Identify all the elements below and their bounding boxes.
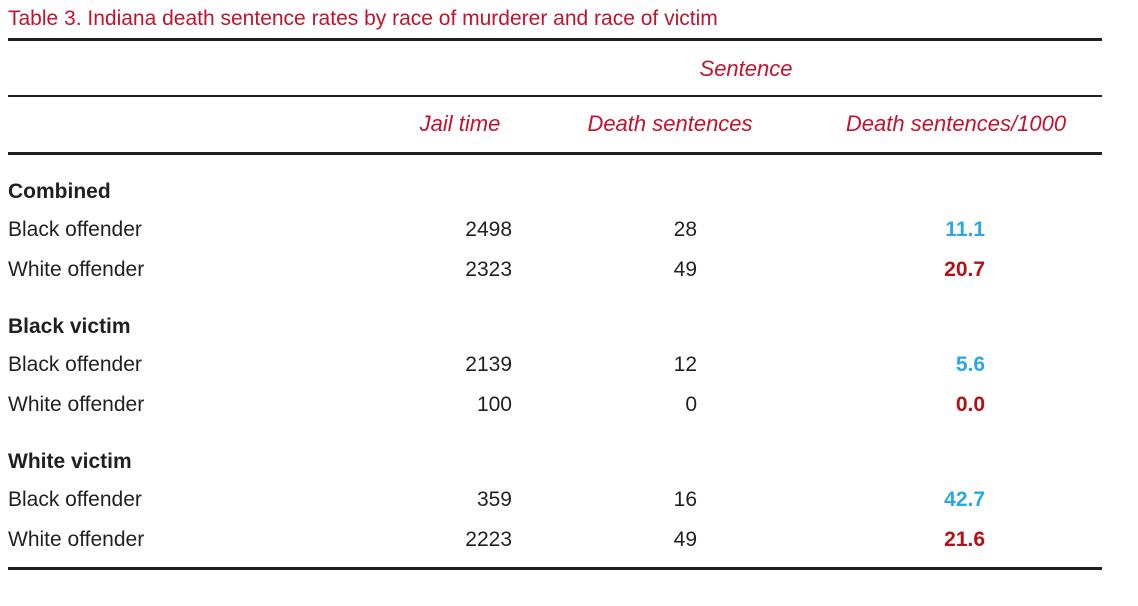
table-title: Table 3. Indiana death sentence rates by… — [8, 7, 718, 30]
row-label: Black offender — [8, 218, 142, 241]
row-label: White offender — [8, 393, 145, 416]
section-row-combined: Combined — [8, 154, 1102, 211]
jail-time-value: 100 — [476, 393, 512, 416]
column-header-death-sentences-per-1000: Death sentences/1000 — [810, 96, 1103, 155]
column-header-death-sentences: Death sentences — [530, 96, 810, 155]
jail-time-value: 2139 — [465, 353, 512, 376]
death-sentences-value: 12 — [673, 353, 697, 376]
rate-value: 42.7 — [944, 488, 986, 511]
death-sentences-value: 49 — [673, 258, 697, 281]
rate-value: 20.7 — [944, 258, 986, 281]
section-row-black-victim: Black victim — [8, 290, 1102, 345]
header-stub-cell — [8, 96, 390, 155]
row-label: White offender — [8, 520, 390, 570]
table-row: White offender 100 0 0.0 — [8, 385, 1102, 425]
rate-value: 0.0 — [955, 393, 986, 416]
death-sentences-value: 28 — [673, 218, 697, 241]
jail-time-value: 2223 — [390, 520, 530, 570]
section-label: Black victim — [8, 315, 131, 338]
death-sentences-value: 16 — [673, 488, 697, 511]
row-label: Black offender — [8, 353, 142, 376]
table-row: Black offender 2139 12 5.6 — [8, 345, 1102, 385]
table-row: White offender 2323 49 20.7 — [8, 250, 1102, 290]
rate-value: 11.1 — [945, 218, 986, 241]
rate-value: 5.6 — [955, 353, 986, 376]
death-sentences-value: 49 — [530, 520, 810, 570]
death-sentences-value: 0 — [685, 393, 697, 416]
table-row: Black offender 2498 28 11.1 — [8, 210, 1102, 250]
jail-time-value: 2498 — [465, 218, 512, 241]
jail-time-value: 2323 — [465, 258, 512, 281]
section-row-white-victim: White victim — [8, 425, 1102, 480]
spanner-row: Sentence — [8, 41, 1103, 97]
row-label: White offender — [8, 258, 145, 281]
header-row: Jail time Death sentences Death sentence… — [8, 96, 1103, 155]
death-sentence-table: Sentence Jail time Death sentences Death… — [8, 41, 1103, 570]
column-header-jail-time: Jail time — [390, 96, 530, 155]
row-label: Black offender — [8, 488, 142, 511]
rate-value: 21.6 — [810, 520, 1103, 570]
section-label: White victim — [8, 450, 132, 473]
title-rule — [8, 38, 1102, 41]
jail-time-value: 359 — [476, 488, 512, 511]
table-row: White offender 2223 49 21.6 — [8, 520, 1103, 570]
table-row: Black offender 359 16 42.7 — [8, 480, 1102, 520]
column-group-sentence: Sentence — [390, 41, 1103, 97]
spanner-stub-cell — [8, 41, 390, 97]
section-label: Combined — [8, 180, 111, 203]
